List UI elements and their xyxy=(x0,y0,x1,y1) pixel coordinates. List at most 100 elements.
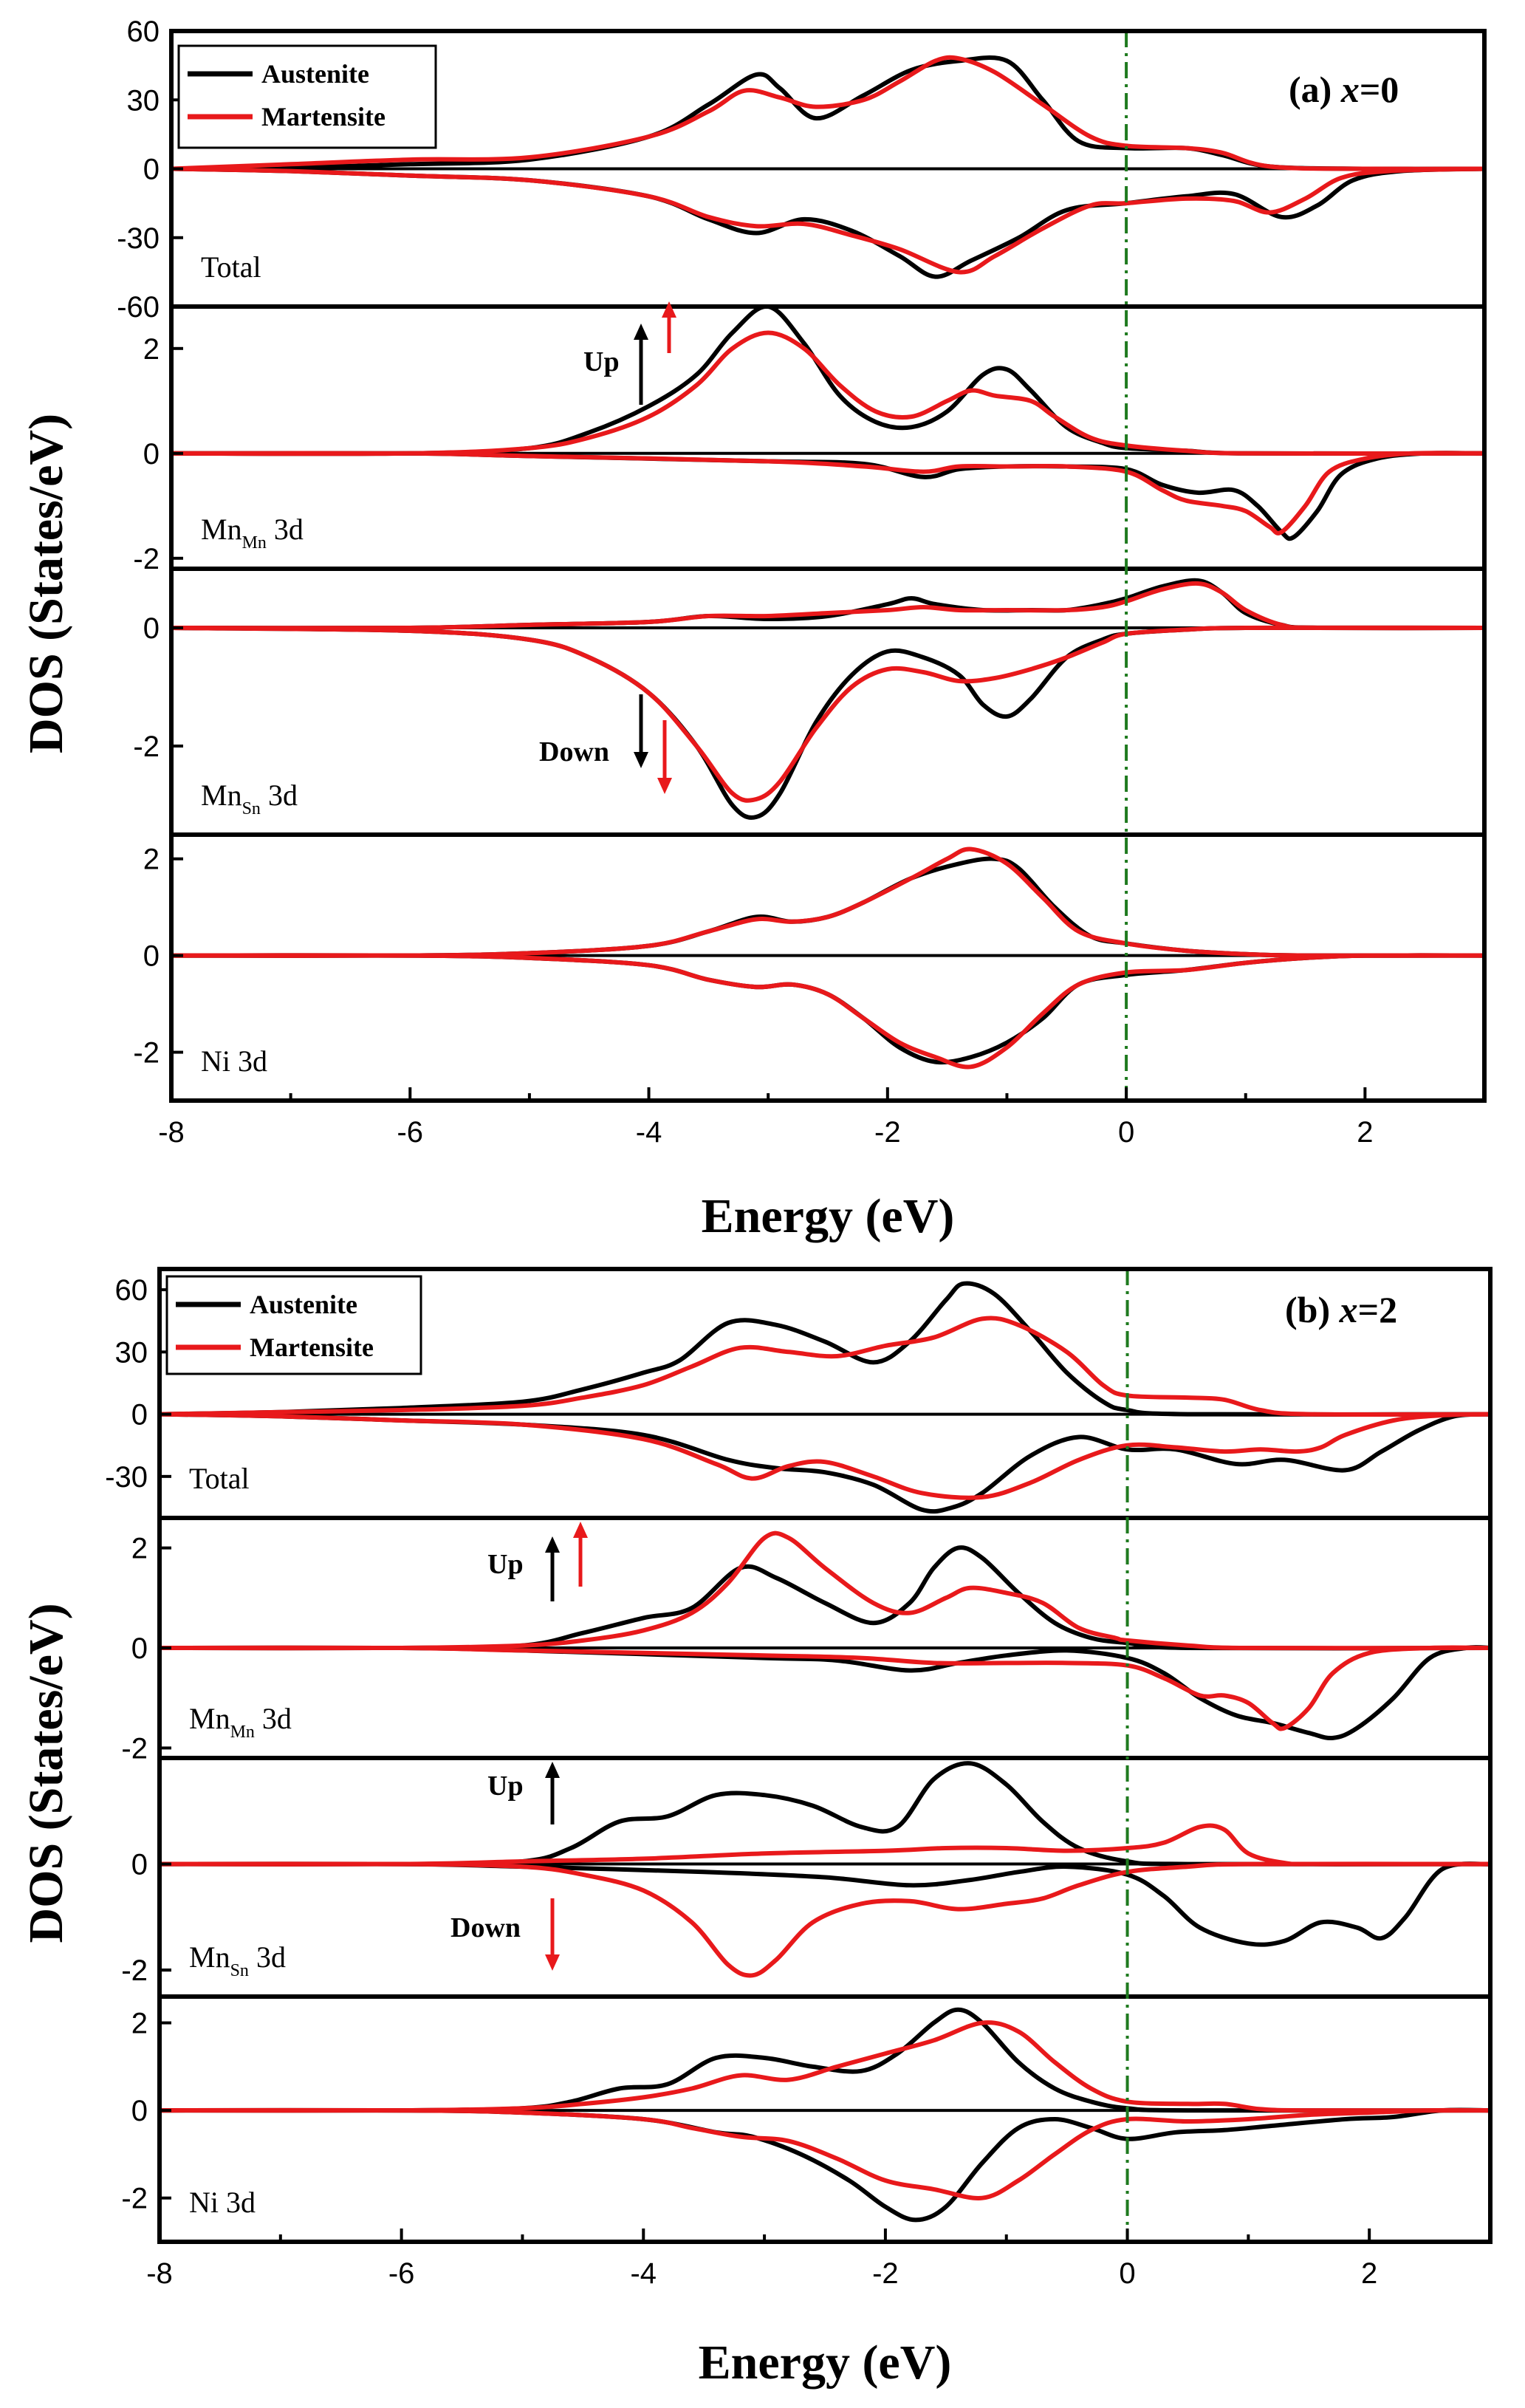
panel-tag-var: x xyxy=(1340,69,1360,110)
austenite-up-curve xyxy=(171,578,1484,631)
panel-curves xyxy=(160,1761,1490,1978)
panel-tag: (b) x=2 xyxy=(1285,1289,1397,1330)
martensite-up-curve xyxy=(160,1530,1490,1651)
panel-label-tail: 3d xyxy=(261,779,298,812)
spin-arrow-head xyxy=(657,778,672,794)
x-axis-label: Energy (eV) xyxy=(699,2336,952,2390)
panel-label-main: Mn xyxy=(201,513,242,546)
x-tick-label: -2 xyxy=(874,1116,901,1149)
spin-arrow-head xyxy=(545,1536,560,1553)
panel-label-sub: Mn xyxy=(230,1723,255,1742)
panel-label: Ni 3d xyxy=(201,1044,267,1078)
panel-label-tail: 3d xyxy=(267,513,304,546)
x-axis-label: Energy (eV) xyxy=(702,1189,955,1243)
martensite-down-curve xyxy=(171,625,1484,803)
martensite-up-curve xyxy=(171,330,1484,456)
legend-box xyxy=(177,44,437,149)
panel-tag-suffix: =0 xyxy=(1360,69,1399,110)
panel-label-main: Ni 3d xyxy=(201,1044,267,1078)
x-tick-label: 2 xyxy=(1361,2257,1377,2290)
y-tick-label: 30 xyxy=(127,84,160,117)
panel-label-main: Ni 3d xyxy=(189,2186,256,2219)
panel-mnsn: -20-2 MnSn 3d xyxy=(121,1761,1490,1987)
spin-arrow xyxy=(634,694,648,768)
y-tick-label: -30 xyxy=(105,1461,148,1494)
spin-arrow xyxy=(545,1762,560,1824)
martensite-down-curve xyxy=(160,1645,1490,1731)
spin-arrow-head xyxy=(634,752,648,768)
martensite-down-curve xyxy=(171,451,1484,536)
spin-arrow xyxy=(573,1522,588,1587)
x-tick-label: -4 xyxy=(630,2257,657,2290)
martensite-up-curve xyxy=(171,581,1484,631)
spin-arrow xyxy=(662,301,676,353)
plot-frame xyxy=(157,1267,1493,2244)
panel-label-main: Mn xyxy=(201,779,242,812)
y-tick-label: 0 xyxy=(143,154,160,186)
y-tick-label: 2 xyxy=(131,2008,148,2040)
y-tick-label: 2 xyxy=(131,1533,148,1565)
austenite-down-curve xyxy=(160,2107,1490,2223)
spin-arrow-head xyxy=(545,1762,560,1778)
panel-label: Total xyxy=(201,250,261,284)
spin-annotation-down: Down xyxy=(539,736,609,767)
panel-label: Total xyxy=(189,1462,250,1495)
y-tick-label: 60 xyxy=(115,1274,148,1307)
y-tick-label: 60 xyxy=(127,16,160,48)
y-tick-label: -2 xyxy=(133,1037,160,1070)
y-tick-label: -2 xyxy=(133,731,160,763)
austenite-up-curve xyxy=(171,307,1484,456)
y-axis-label: DOS (States/eV) xyxy=(19,1603,73,1943)
panel-label: MnSn 3d xyxy=(189,1940,286,1980)
x-tick-label: -6 xyxy=(397,1116,423,1149)
austenite-up-curve xyxy=(160,1545,1490,1651)
austenite-down-curve xyxy=(171,166,1484,279)
spin-arrow-head xyxy=(545,1954,560,1971)
spin-arrow xyxy=(545,1898,560,1971)
panel-label: Ni 3d xyxy=(189,2186,256,2219)
spin-annotation-up: Up xyxy=(583,346,620,377)
y-tick-label: -2 xyxy=(133,543,160,575)
panel-ni: 2 0 -2 Ni 3d xyxy=(133,844,1484,1078)
spin-arrow-head xyxy=(662,301,676,318)
panel-label: MnSn 3d xyxy=(201,779,298,818)
austenite-down-curve xyxy=(160,1861,1490,1947)
panel-total: 60 30 0 -30 -60 Total xyxy=(117,16,1484,324)
y-tick-label: 0 xyxy=(131,2095,148,2127)
legend-label-austenite: Austenite xyxy=(261,59,369,89)
x-tick-label: -2 xyxy=(872,2257,899,2290)
spin-annotation-down: Down xyxy=(450,1912,521,1943)
spin-arrow xyxy=(657,720,672,794)
martensite-down-curve xyxy=(171,166,1484,275)
y-tick-label: -2 xyxy=(121,2183,148,2215)
y-tick-label: -2 xyxy=(121,1954,148,1987)
panel-label: MnMn 3d xyxy=(201,513,304,553)
panel-curves xyxy=(171,846,1484,1070)
martensite-up-curve xyxy=(171,846,1484,958)
legend-label-austenite: Austenite xyxy=(250,1290,357,1319)
panel-curves xyxy=(160,2007,1490,2223)
panel-label-tail: 3d xyxy=(249,1940,286,1974)
y-tick-label: -30 xyxy=(117,222,160,255)
panel-curves xyxy=(171,307,1484,541)
y-tick-label: 0 xyxy=(131,1849,148,1881)
panel-tag-var: x xyxy=(1339,1289,1358,1330)
panel-label-main: Total xyxy=(189,1462,250,1495)
panel-tag: (a) x=0 xyxy=(1289,69,1399,110)
panel-total: 60 30 0 -30 Total xyxy=(105,1274,1490,1514)
y-axis-label: DOS (States/eV) xyxy=(19,414,73,753)
panel-curves xyxy=(160,1530,1490,1741)
martensite-up-curve xyxy=(160,1316,1490,1417)
spin-arrow-head xyxy=(573,1522,588,1538)
martensite-up-curve xyxy=(160,1823,1490,1867)
y-tick-label: 0 xyxy=(143,438,160,471)
x-tick-label: -6 xyxy=(388,2257,415,2290)
x-tick-label: -8 xyxy=(158,1116,185,1149)
austenite-up-curve xyxy=(171,856,1484,958)
legend-label-martensite: Martensite xyxy=(250,1333,374,1362)
panel-curves xyxy=(171,55,1484,279)
panel-label-sub: Sn xyxy=(242,799,261,818)
